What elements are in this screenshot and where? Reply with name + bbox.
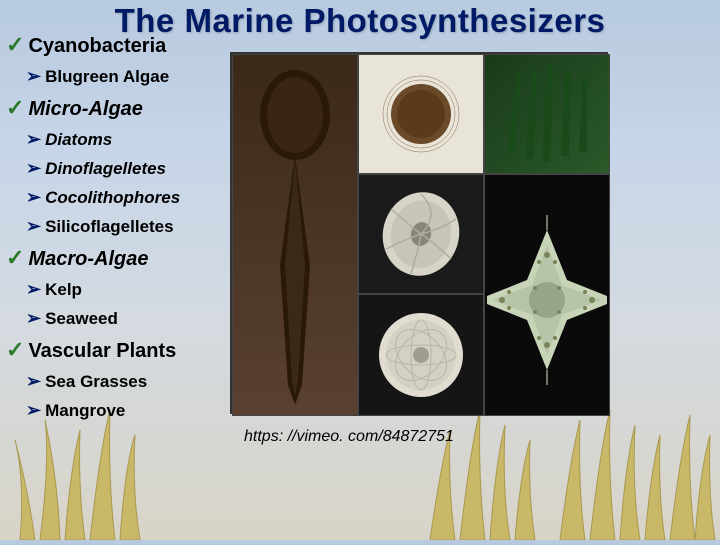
- subitem-1-3: ➢Silicoflagelletes: [26, 216, 720, 237]
- subitem-label: Blugreen Algae: [45, 67, 169, 87]
- arrow-icon: ➢: [26, 371, 41, 392]
- subitem-0-0: ➢Blugreen Algae: [26, 66, 720, 87]
- arrow-icon: ➢: [26, 400, 41, 421]
- subitem-label: Sea Grasses: [45, 372, 147, 392]
- subitem-label: Diatoms: [45, 130, 112, 150]
- group-label: Macro-Algae: [28, 248, 148, 271]
- outline-list: ✓Cyanobacteria➢Blugreen Algae✓Micro-Alga…: [0, 34, 720, 421]
- subitem-label: Mangrove: [45, 401, 125, 421]
- check-icon: ✓: [6, 97, 24, 119]
- arrow-icon: ➢: [26, 158, 41, 179]
- arrow-icon: ➢: [26, 216, 41, 237]
- check-icon: ✓: [6, 34, 24, 56]
- arrow-icon: ➢: [26, 66, 41, 87]
- subitem-1-1: ➢Dinoflagelletes: [26, 158, 720, 179]
- group-3: ✓Vascular Plants: [6, 339, 720, 363]
- group-0: ✓Cyanobacteria: [6, 34, 720, 58]
- subitem-3-0: ➢Sea Grasses: [26, 371, 720, 392]
- subitem-2-1: ➢Seaweed: [26, 308, 720, 329]
- arrow-icon: ➢: [26, 129, 41, 150]
- group-2: ✓Macro-Algae: [6, 247, 720, 271]
- arrow-icon: ➢: [26, 187, 41, 208]
- subitem-1-2: ➢Cocolithophores: [26, 187, 720, 208]
- subitem-1-0: ➢Diatoms: [26, 129, 720, 150]
- subitem-label: Cocolithophores: [45, 188, 180, 208]
- group-label: Cyanobacteria: [28, 35, 166, 58]
- video-url: https: //vimeo. com/84872751: [244, 428, 454, 446]
- subitem-label: Dinoflagelletes: [45, 159, 166, 179]
- check-icon: ✓: [6, 247, 24, 269]
- arrow-icon: ➢: [26, 308, 41, 329]
- check-icon: ✓: [6, 339, 24, 361]
- group-1: ✓Micro-Algae: [6, 97, 720, 121]
- arrow-icon: ➢: [26, 279, 41, 300]
- subitem-label: Silicoflagelletes: [45, 217, 174, 237]
- subitem-3-1: ➢Mangrove: [26, 400, 720, 421]
- group-label: Vascular Plants: [28, 340, 176, 363]
- subitem-2-0: ➢Kelp: [26, 279, 720, 300]
- subitem-label: Kelp: [45, 280, 82, 300]
- group-label: Micro-Algae: [28, 98, 142, 121]
- subitem-label: Seaweed: [45, 309, 118, 329]
